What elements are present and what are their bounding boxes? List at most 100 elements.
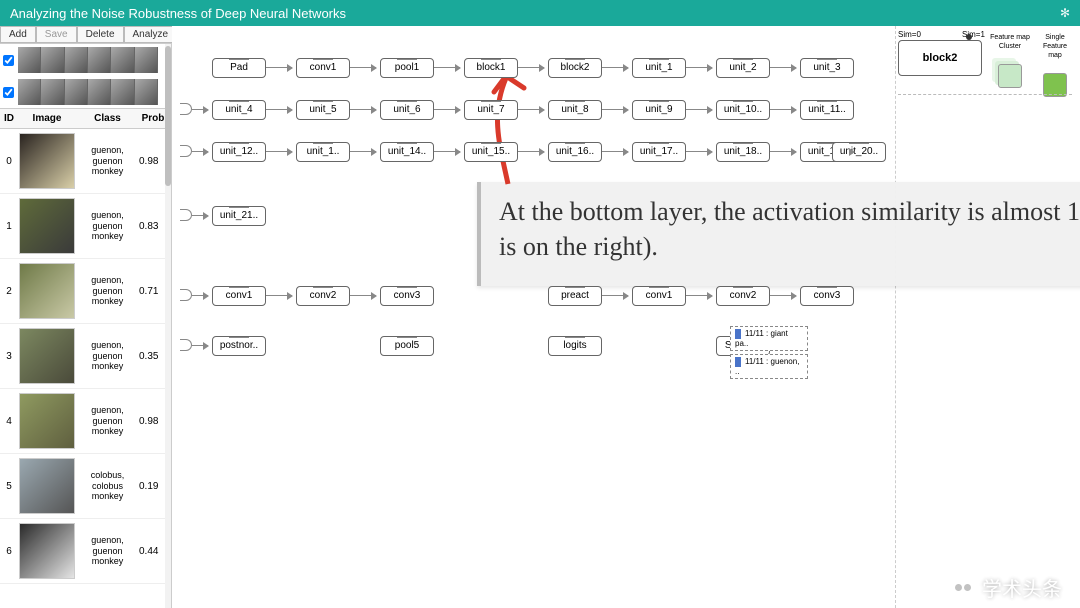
strip1-checkbox[interactable] — [3, 55, 14, 66]
node-label: conv2 — [310, 290, 337, 302]
graph-node[interactable]: pool1 — [380, 58, 434, 78]
delete-button[interactable]: Delete — [77, 26, 124, 43]
toolbar: Add Save Delete Analyze — [0, 26, 171, 44]
graph-node[interactable]: block2 — [548, 58, 602, 78]
graph-node[interactable]: conv3 — [800, 286, 854, 306]
graph-node[interactable]: conv1 — [212, 286, 266, 306]
graph-node[interactable]: unit_20.. — [832, 142, 886, 162]
sidebar-scrollbar[interactable] — [165, 44, 171, 608]
cell-image — [16, 263, 78, 319]
table-body: 0guenon, guenon monkey0.981guenon, gueno… — [0, 129, 171, 584]
cell-id: 3 — [2, 351, 16, 362]
graph-node[interactable]: unit_9 — [632, 100, 686, 120]
edge — [192, 109, 208, 110]
result-label: 11/11 : giant pa.. — [735, 329, 788, 348]
table-row[interactable]: 2guenon, guenon monkey0.71 — [0, 259, 171, 324]
graph-node[interactable]: block1 — [464, 58, 518, 78]
graph-node[interactable]: unit_17.. — [632, 142, 686, 162]
strip2-checkbox[interactable] — [3, 87, 14, 98]
sidebar: Add Save Delete Analyze ID Image Class P… — [0, 26, 172, 608]
edge — [602, 67, 628, 68]
title-bar: Analyzing the Noise Robustness of Deep N… — [0, 0, 1080, 26]
graph-node[interactable]: unit_1.. — [296, 142, 350, 162]
edge — [192, 151, 208, 152]
cell-image — [16, 328, 78, 384]
sample-strip-1[interactable] — [0, 44, 171, 76]
cell-class: guenon, guenon monkey — [78, 535, 137, 567]
strip1-thumbs — [18, 47, 158, 73]
graph-node[interactable]: conv1 — [632, 286, 686, 306]
scrollbar-thumb[interactable] — [165, 46, 171, 186]
result-bar — [735, 329, 741, 339]
graph-node[interactable]: unit_6 — [380, 100, 434, 120]
app-body: Add Save Delete Analyze ID Image Class P… — [0, 26, 1080, 608]
table-row[interactable]: 1guenon, guenon monkey0.83 — [0, 194, 171, 259]
edge — [602, 109, 628, 110]
settings-icon[interactable]: ✻ — [1060, 6, 1070, 20]
graph-node[interactable]: unit_14.. — [380, 142, 434, 162]
node-label: unit_2 — [729, 62, 756, 74]
edge — [192, 215, 208, 216]
sample-strip-2[interactable] — [0, 76, 171, 108]
result-item[interactable]: 11/11 : giant pa.. — [730, 326, 808, 351]
edge — [266, 295, 292, 296]
graph-node[interactable]: conv1 — [296, 58, 350, 78]
node-label: unit_1.. — [307, 146, 340, 158]
row-start-port — [180, 145, 192, 157]
graph-node[interactable]: unit_4 — [212, 100, 266, 120]
graph-node[interactable]: Pad — [212, 58, 266, 78]
graph-node[interactable]: logits — [548, 336, 602, 356]
graph-node[interactable]: unit_1 — [632, 58, 686, 78]
graph-node[interactable]: unit_15.. — [464, 142, 518, 162]
graph-node[interactable]: unit_18.. — [716, 142, 770, 162]
table-header: ID Image Class Prob — [0, 108, 171, 129]
graph-node[interactable]: postnor.. — [212, 336, 266, 356]
table-row[interactable]: 4guenon, guenon monkey0.98 — [0, 389, 171, 454]
edge — [770, 109, 796, 110]
graph-node[interactable]: conv3 — [380, 286, 434, 306]
node-label: conv1 — [310, 62, 337, 74]
graph-node[interactable]: unit_5 — [296, 100, 350, 120]
table-row[interactable]: 6guenon, guenon monkey0.44 — [0, 519, 171, 584]
graph-node[interactable]: unit_16.. — [548, 142, 602, 162]
graph-node[interactable]: unit_2 — [716, 58, 770, 78]
node-label: unit_16.. — [556, 146, 594, 158]
table-row[interactable]: 5colobus, colobus monkey0.19 — [0, 454, 171, 519]
cell-class: colobus, colobus monkey — [78, 470, 137, 502]
node-label: unit_8 — [561, 104, 588, 116]
graph-node[interactable]: conv2 — [716, 286, 770, 306]
graph-node[interactable]: unit_12.. — [212, 142, 266, 162]
table-row[interactable]: 3guenon, guenon monkey0.35 — [0, 324, 171, 389]
add-button[interactable]: Add — [0, 26, 36, 43]
graph-node[interactable]: unit_7 — [464, 100, 518, 120]
graph-node[interactable]: preact — [548, 286, 602, 306]
cell-id: 4 — [2, 416, 16, 427]
edge — [770, 67, 796, 68]
graph-canvas[interactable]: Sim=0 Sim=1 block2 Feature map Cluster S… — [172, 26, 1080, 608]
graph-node[interactable]: conv2 — [296, 286, 350, 306]
graph-node[interactable]: unit_3 — [800, 58, 854, 78]
table-row[interactable]: 0guenon, guenon monkey0.98 — [0, 129, 171, 194]
node-label: Pad — [230, 62, 248, 74]
graph-node[interactable]: unit_21.. — [212, 206, 266, 226]
node-label: unit_4 — [225, 104, 252, 116]
node-label: unit_6 — [393, 104, 420, 116]
node-label: preact — [561, 290, 589, 302]
node-label: conv1 — [646, 290, 673, 302]
node-label: unit_7 — [477, 104, 504, 116]
legend-divider — [898, 94, 1072, 95]
cell-class: guenon, guenon monkey — [78, 210, 137, 242]
graph-node[interactable]: unit_8 — [548, 100, 602, 120]
results-container: 11/11 : giant pa.. 11/11 : guenon, .. — [730, 326, 808, 382]
edge — [602, 295, 628, 296]
node-label: unit_21.. — [220, 210, 258, 222]
th-id: ID — [2, 113, 16, 124]
graph-node[interactable]: pool5 — [380, 336, 434, 356]
cell-class: guenon, guenon monkey — [78, 340, 137, 372]
analyze-button[interactable]: Analyze — [124, 26, 178, 43]
save-button[interactable]: Save — [36, 26, 77, 43]
graph-node[interactable]: unit_11.. — [800, 100, 854, 120]
result-item[interactable]: 11/11 : guenon, .. — [730, 354, 808, 379]
node-label: unit_10.. — [724, 104, 762, 116]
graph-node[interactable]: unit_10.. — [716, 100, 770, 120]
